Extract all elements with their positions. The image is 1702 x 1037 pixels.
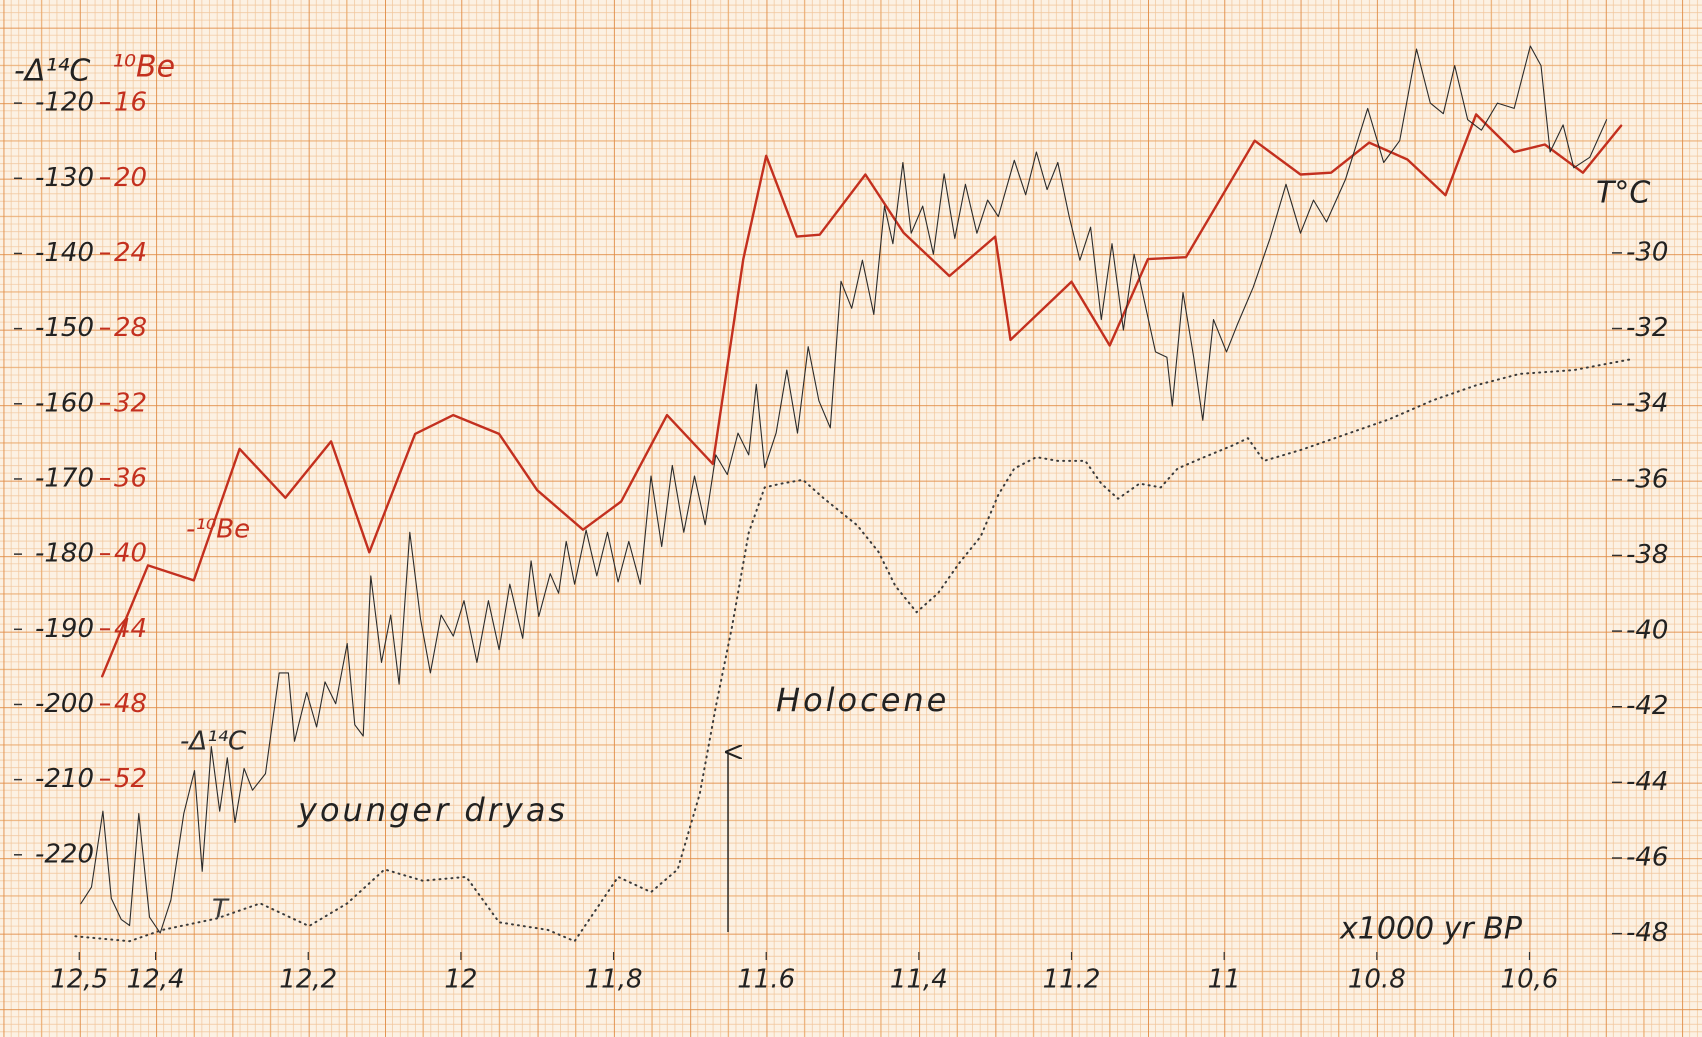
graph-paper — [0, 0, 1702, 1037]
annotation: younger dryas — [297, 791, 568, 829]
y-tick-label: -220 — [35, 839, 94, 869]
y2-tick-label: 48 — [114, 689, 147, 719]
page: {"chart_data": { "type": "line", "y_labe… — [0, 0, 1702, 1037]
x-tick-label: 11.6 — [737, 965, 795, 995]
y3-tick-label: -34 — [1626, 389, 1668, 419]
y2-tick-label: 52 — [114, 764, 147, 794]
y-tick-label: -200 — [35, 689, 94, 719]
x-tick-label: 10.8 — [1348, 965, 1406, 995]
x-tick-label: 11,4 — [890, 965, 948, 995]
y-tick-label: -210 — [35, 764, 94, 794]
y2-tick-label: 36 — [114, 463, 147, 493]
y-tick-label: -150 — [35, 313, 94, 343]
y3-tick-label: -32 — [1626, 313, 1668, 343]
x-tick-label: 11,8 — [585, 965, 643, 995]
x-tick-label: 12,5 — [50, 965, 108, 995]
x-axis-title: x1000 yr BP — [1339, 912, 1523, 947]
series-label: T — [212, 895, 230, 925]
y2-tick-label: 24 — [114, 238, 147, 268]
y3-tick-label: -44 — [1626, 767, 1668, 797]
y-tick-label: -160 — [35, 388, 94, 418]
y2-tick-label: 40 — [114, 539, 147, 569]
x-tick-label: 12,2 — [279, 965, 337, 995]
y3-axis-title: T°C — [1596, 176, 1650, 211]
y2-tick-label: 44 — [114, 614, 147, 644]
y3-tick-label: -42 — [1626, 691, 1668, 721]
y3-tick-label: -36 — [1626, 464, 1668, 494]
y3-tick-label: -48 — [1626, 918, 1668, 948]
y-tick-label: -120 — [35, 88, 94, 118]
y2-tick-label: 28 — [114, 313, 147, 343]
y-tick-label: -190 — [35, 614, 94, 644]
x-tick-label: 11 — [1208, 965, 1241, 995]
y-tick-label: -180 — [35, 539, 94, 569]
series-label: -¹⁰Be — [186, 515, 250, 545]
annotation: Holocene — [776, 681, 949, 719]
y-axis-title: -Δ¹⁴C — [14, 54, 90, 89]
y2-tick-label: 16 — [114, 88, 147, 118]
chart: -Δ¹⁴C ¹⁰Be T°C x1000 yr BP younger dryas… — [0, 0, 1702, 1037]
x-tick-label: 11.2 — [1043, 965, 1101, 995]
y3-tick-label: -30 — [1626, 237, 1668, 267]
y-tick-label: -130 — [35, 163, 94, 193]
series-label: -Δ¹⁴C — [180, 727, 247, 757]
y-tick-label: -170 — [35, 463, 94, 493]
x-tick-label: 12,4 — [127, 965, 185, 995]
y-tick-label: -140 — [35, 238, 94, 268]
y2-axis-title: ¹⁰Be — [112, 50, 175, 85]
x-tick-label: 10,6 — [1501, 965, 1559, 995]
y3-tick-label: -38 — [1626, 540, 1668, 570]
x-tick-label: 12 — [444, 965, 477, 995]
y2-tick-label: 32 — [114, 388, 147, 418]
y3-tick-label: -46 — [1626, 843, 1668, 873]
y2-tick-label: 20 — [114, 163, 147, 193]
y3-tick-label: -40 — [1626, 616, 1668, 646]
